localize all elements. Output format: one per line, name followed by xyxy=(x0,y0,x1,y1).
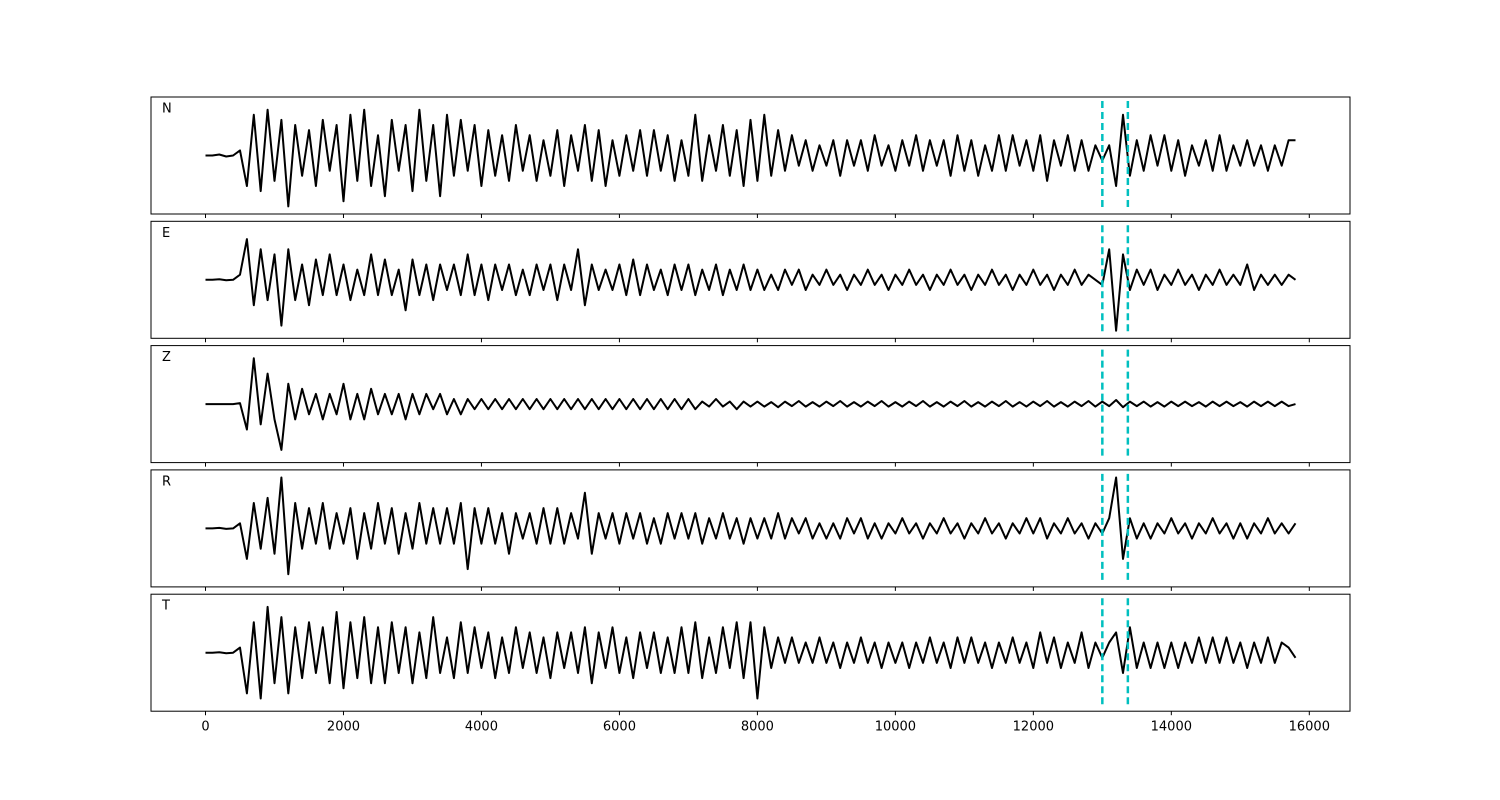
trace xyxy=(205,357,1296,451)
panel-frame xyxy=(150,220,1351,339)
panel-label: Z xyxy=(162,350,171,365)
trace xyxy=(205,238,1297,332)
trace xyxy=(205,476,1297,576)
trace xyxy=(205,108,1296,208)
x-tick-label: 10000 xyxy=(875,720,916,735)
panel-label: T xyxy=(161,599,170,614)
x-tick-label: 0 xyxy=(201,720,209,735)
panel-label: R xyxy=(162,474,171,489)
x-tick-label: 16000 xyxy=(1289,720,1330,735)
panel-label: E xyxy=(162,226,170,241)
x-tick-label: 4000 xyxy=(465,720,498,735)
panel-frame xyxy=(150,469,1351,588)
panel-frame xyxy=(150,593,1351,712)
panel-label: N xyxy=(162,102,172,117)
x-tick-label: 6000 xyxy=(603,720,636,735)
x-tick-label: 12000 xyxy=(1013,720,1054,735)
x-tick-label: 14000 xyxy=(1151,720,1192,735)
trace xyxy=(205,605,1297,700)
panel-frame xyxy=(150,345,1351,464)
panel-frame xyxy=(150,96,1351,215)
x-tick-label: 2000 xyxy=(327,720,360,735)
x-tick-label: 8000 xyxy=(741,720,774,735)
